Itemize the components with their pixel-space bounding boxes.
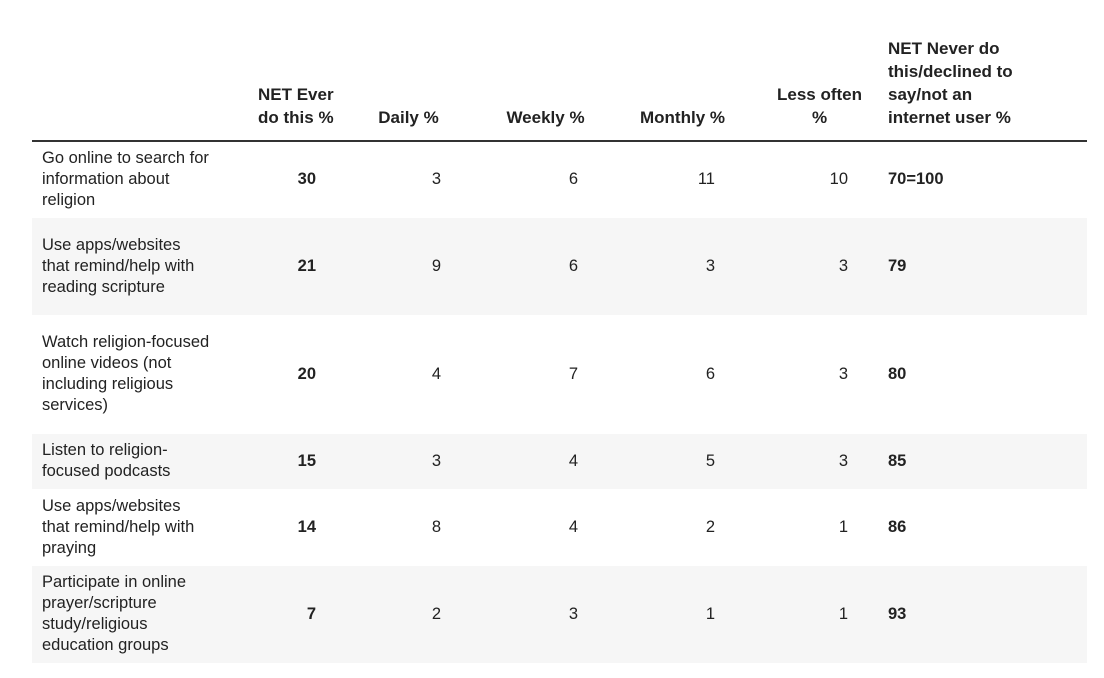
cell-net-never: 79 bbox=[888, 256, 907, 275]
row-label: Use apps/websites that remind/help with … bbox=[42, 496, 195, 557]
cell-daily: 2 bbox=[431, 604, 441, 623]
header-weekly: Weekly % bbox=[506, 108, 585, 127]
cell-weekly: 7 bbox=[568, 364, 578, 383]
cell-net-ever: 21 bbox=[297, 256, 316, 275]
header-monthly: Monthly % bbox=[640, 108, 725, 127]
cell-monthly: 3 bbox=[705, 256, 715, 275]
header-less-often: Less often % bbox=[776, 85, 863, 127]
cell-weekly: 4 bbox=[568, 451, 578, 470]
cell-monthly: 5 bbox=[705, 451, 715, 470]
header-row: NET Ever do this % Daily % Weekly % Mont… bbox=[32, 0, 1087, 141]
table-row: Participate in online prayer/scripture s… bbox=[32, 565, 1087, 663]
cell-monthly: 6 bbox=[705, 364, 715, 383]
row-label: Participate in online prayer/scripture s… bbox=[42, 573, 187, 654]
cell-daily: 9 bbox=[431, 256, 441, 275]
cell-net-never: 93 bbox=[888, 604, 907, 623]
row-label: Watch religion-focused online videos (no… bbox=[42, 333, 210, 414]
cell-less-often: 1 bbox=[838, 517, 848, 536]
cell-net-never: 86 bbox=[888, 517, 907, 536]
header-daily: Daily % bbox=[378, 108, 439, 127]
row-label: Listen to religion-focused podcasts bbox=[42, 441, 171, 480]
cell-weekly: 6 bbox=[568, 169, 578, 188]
cell-net-never: 85 bbox=[888, 451, 907, 470]
table-row: Use apps/websites that remind/help with … bbox=[32, 217, 1087, 315]
cell-net-ever: 14 bbox=[297, 517, 316, 536]
cell-weekly: 6 bbox=[568, 256, 578, 275]
header-net-ever: NET Ever do this % bbox=[258, 85, 334, 127]
cell-monthly: 2 bbox=[705, 517, 715, 536]
table-row: Listen to religion-focused podcasts 15 3 4 5… bbox=[32, 433, 1087, 489]
cell-net-ever: 15 bbox=[297, 451, 316, 470]
cell-net-never: 70=100 bbox=[888, 169, 944, 188]
cell-less-often: 10 bbox=[829, 169, 848, 188]
cell-weekly: 4 bbox=[568, 517, 578, 536]
cell-net-ever: 30 bbox=[297, 169, 316, 188]
header-label-column bbox=[32, 0, 210, 141]
cell-weekly: 3 bbox=[568, 604, 578, 623]
cell-daily: 8 bbox=[431, 517, 441, 536]
cell-daily: 4 bbox=[431, 364, 441, 383]
header-net-never: NET Never do this/declined to say/not an… bbox=[888, 39, 1013, 127]
cell-net-ever: 7 bbox=[306, 604, 316, 623]
cell-monthly: 11 bbox=[697, 169, 715, 188]
cell-daily: 3 bbox=[431, 169, 441, 188]
data-table: NET Ever do this % Daily % Weekly % Mont… bbox=[32, 0, 1087, 664]
table-container: NET Ever do this % Daily % Weekly % Mont… bbox=[32, 0, 1087, 664]
row-label: Use apps/websites that remind/help with … bbox=[42, 235, 195, 296]
cell-less-often: 1 bbox=[838, 604, 848, 623]
cell-net-ever: 20 bbox=[297, 364, 316, 383]
cell-daily: 3 bbox=[431, 451, 441, 470]
cell-less-often: 3 bbox=[838, 256, 848, 275]
table-row: Go online to search for information abou… bbox=[32, 141, 1087, 217]
cell-less-often: 3 bbox=[838, 364, 848, 383]
table-body: Go online to search for information abou… bbox=[32, 141, 1087, 663]
row-label: Go online to search for information abou… bbox=[42, 148, 209, 209]
cell-monthly: 1 bbox=[705, 604, 715, 623]
table-row: Use apps/websites that remind/help with … bbox=[32, 489, 1087, 565]
cell-less-often: 3 bbox=[838, 451, 848, 470]
cell-net-never: 80 bbox=[888, 364, 907, 383]
table-row: Watch religion-focused online videos (no… bbox=[32, 315, 1087, 433]
